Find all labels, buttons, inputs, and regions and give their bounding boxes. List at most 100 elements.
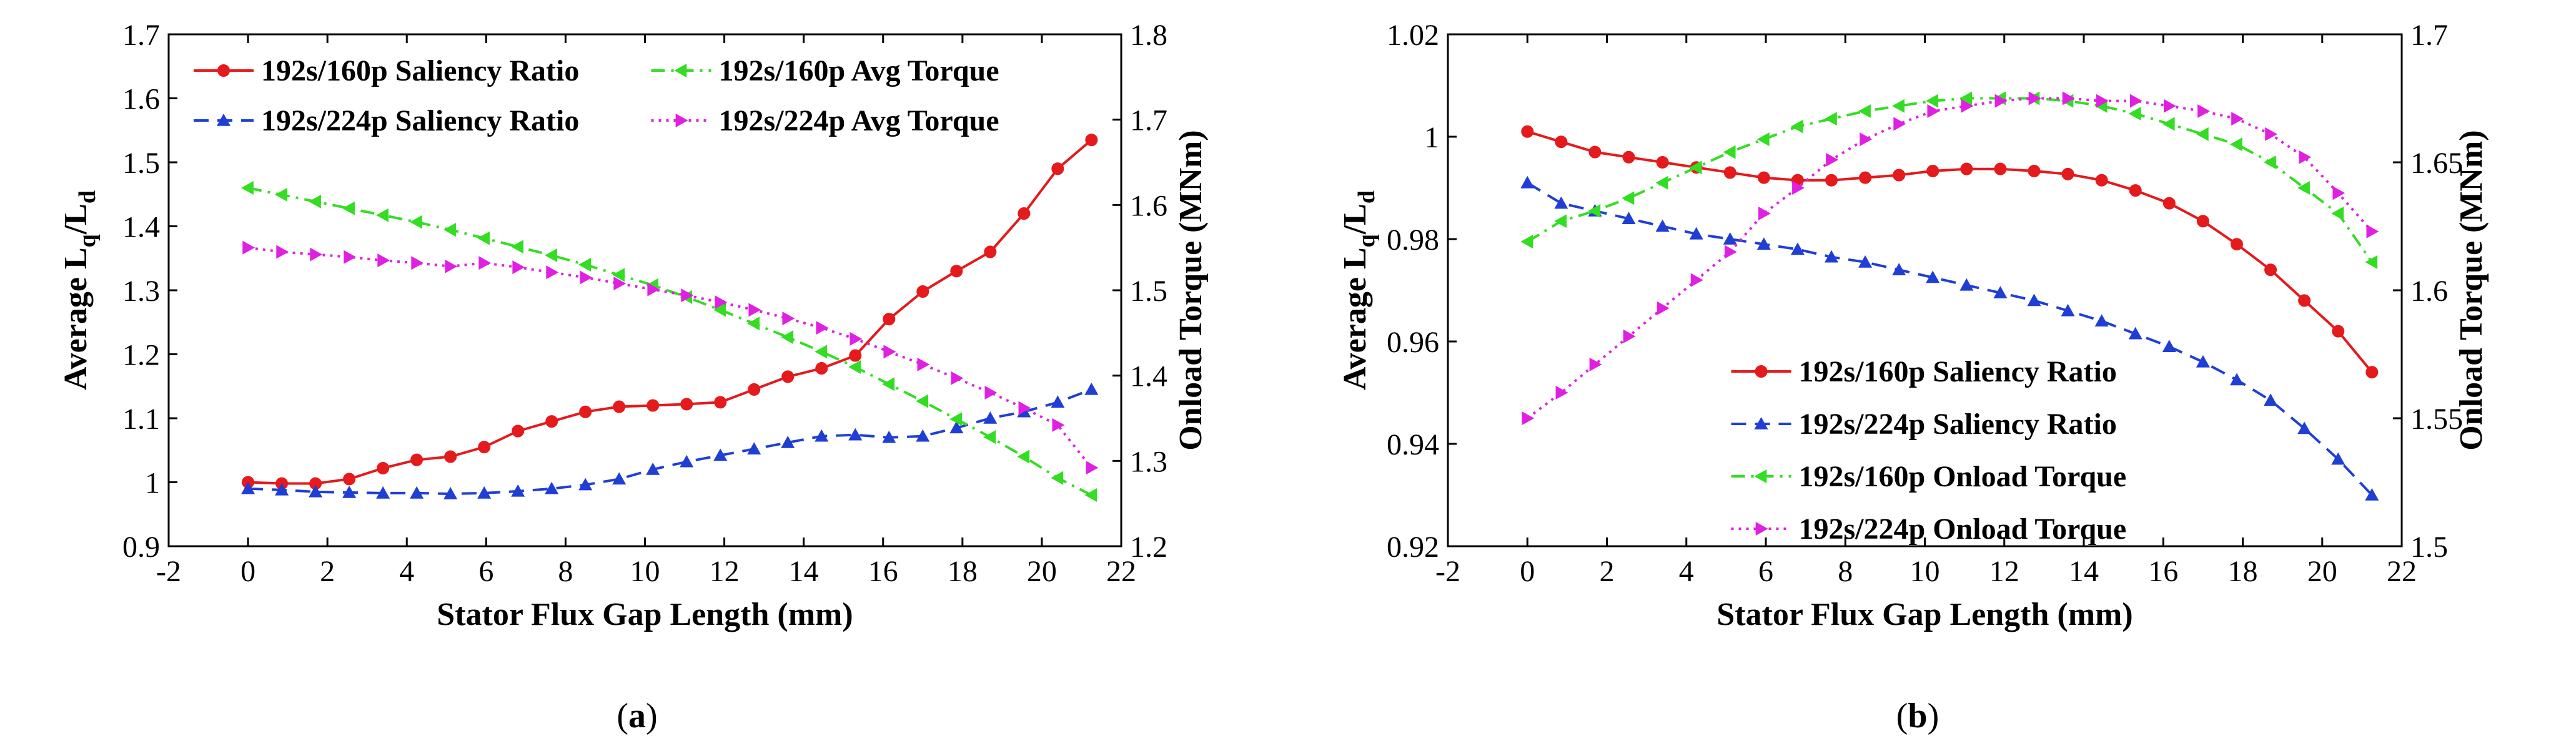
data-point-192s-224p-onload-torque (2163, 99, 2176, 113)
y-right-tick-label: 1.6 (2410, 275, 2448, 308)
y-left-label-sub1: q (1354, 234, 1380, 247)
data-point-192s-160p-saliency-ratio (1018, 207, 1031, 220)
data-point-192s-224p-saliency-ratio (241, 481, 255, 494)
data-point-192s-160p-avg-torque (815, 345, 828, 359)
series-line-192s-224p-saliency-ratio (1527, 182, 2373, 496)
data-point-192s-160p-onload-torque (1689, 160, 1702, 175)
data-point-192s-224p-saliency-ratio (2061, 303, 2075, 317)
y-right-tick-label: 1.6 (1130, 189, 1167, 222)
data-point-192s-160p-saliency-ratio (444, 450, 457, 463)
data-point-192s-160p-saliency-ratio (2230, 238, 2243, 251)
legend-marker-192s-224p-onload-torque (1755, 522, 1768, 536)
data-point-192s-224p-saliency-ratio (578, 478, 593, 491)
chart-panel-b: -2 0 2 4 6 8 10 12 14 16 18 20 22 0.92 0.94 0.96 0.98 1 1.… (1337, 19, 2489, 632)
data-point-192s-224p-onload-torque (1927, 104, 1940, 118)
y-left-tick-label: 1 (1424, 121, 1439, 154)
data-point-192s-224p-avg-torque (1018, 401, 1031, 415)
data-point-192s-160p-onload-torque (1892, 99, 1905, 113)
legend: 192s/160p Saliency Ratio 192s/224p Salien… (1731, 355, 2126, 546)
x-tick-label: 10 (1910, 555, 1940, 588)
x-axis-label: Stator Flux Gap Length (mm) (437, 597, 853, 632)
data-point-192s-224p-saliency-ratio (1756, 237, 1771, 250)
data-point-192s-160p-avg-torque (545, 248, 557, 262)
data-point-192s-224p-saliency-ratio (1084, 382, 1099, 395)
x-tick-label: 16 (2148, 555, 2178, 588)
x-tick-label: 12 (710, 555, 740, 588)
x-tick-label: 2 (320, 555, 335, 588)
y-right-tick-label: 1.5 (1130, 275, 1167, 308)
data-point-192s-224p-onload-torque (2332, 186, 2346, 200)
data-point-192s-224p-avg-torque (1052, 418, 1065, 432)
y-left-label-mid: /L (1337, 204, 1373, 235)
panel-label-b: (b) (1896, 697, 1939, 735)
y-left-tick-label: 0.92 (1387, 531, 1439, 564)
data-point-192s-224p-avg-torque (411, 256, 424, 270)
data-point-192s-224p-saliency-ratio (848, 428, 863, 441)
data-point-192s-160p-onload-torque (1655, 175, 1668, 190)
x-tick-label: 8 (1838, 555, 1853, 588)
data-point-192s-224p-onload-torque (1657, 301, 1670, 315)
x-tick-label: 0 (240, 555, 255, 588)
data-point-192s-224p-avg-torque (850, 331, 863, 346)
data-point-192s-160p-saliency-ratio (1960, 162, 1973, 175)
data-point-192s-224p-onload-torque (1961, 99, 1974, 113)
data-point-192s-160p-saliency-ratio (2298, 294, 2311, 307)
data-point-192s-160p-onload-torque (1858, 104, 1871, 118)
data-point-192s-224p-avg-torque (580, 270, 593, 285)
data-point-192s-224p-saliency-ratio (1959, 278, 1974, 291)
data-point-192s-160p-avg-torque (309, 194, 321, 209)
x-tick-label: 18 (948, 555, 978, 588)
data-point-192s-160p-onload-torque (1756, 132, 1770, 147)
data-point-192s-160p-onload-torque (2128, 107, 2141, 121)
legend-label-192s-224p-avg-torque: 192s/224p Avg Torque (719, 104, 999, 137)
series-192s-224p-saliency-ratio (241, 382, 1099, 499)
data-point-192s-224p-onload-torque (1893, 117, 1906, 131)
y-left-label-sub1: q (74, 234, 101, 247)
series-192s-160p-saliency-ratio (242, 134, 1098, 490)
y-right-tick-label: 1.4 (1130, 360, 1167, 393)
series-192s-224p-saliency-ratio (1520, 175, 2379, 501)
data-point-192s-224p-saliency-ratio (2229, 373, 2244, 386)
series-line-192s-224p-onload-torque (1527, 97, 2373, 420)
y-right-tick-label: 1.7 (2410, 19, 2448, 52)
data-point-192s-160p-onload-torque (1959, 91, 1973, 106)
data-point-192s-160p-saliency-ratio (1085, 134, 1098, 147)
series-line-192s-160p-onload-torque (1527, 97, 2373, 263)
x-axis-label: Stator Flux Gap Length (mm) (1717, 597, 2133, 632)
x-tick-label: 22 (2387, 555, 2417, 588)
data-point-192s-160p-saliency-ratio (2332, 325, 2345, 338)
data-point-192s-224p-saliency-ratio (916, 429, 930, 442)
data-point-192s-224p-saliency-ratio (443, 486, 458, 499)
data-point-192s-224p-onload-torque (1792, 181, 1805, 195)
data-point-192s-224p-onload-torque (1758, 207, 1771, 220)
x-tick-label: 4 (399, 555, 414, 588)
data-point-192s-224p-avg-torque (984, 386, 998, 400)
data-point-192s-160p-onload-torque (2264, 155, 2276, 169)
data-point-192s-224p-saliency-ratio (747, 442, 761, 454)
x-tick-label: 14 (789, 555, 819, 588)
legend-label-192s-160p-avg-torque: 192s/160p Avg Torque (719, 54, 999, 87)
data-point-192s-160p-saliency-ratio (2129, 184, 2142, 197)
x-tick-label: 14 (2069, 555, 2099, 588)
data-point-192s-160p-avg-torque (949, 412, 963, 426)
data-point-192s-160p-saliency-ratio (613, 400, 626, 413)
series-192s-160p-saliency-ratio (1521, 125, 2379, 379)
y-right-tick-label: 1.8 (1130, 19, 1167, 52)
data-point-192s-160p-avg-torque (477, 231, 490, 245)
data-point-192s-160p-onload-torque (2229, 137, 2242, 152)
data-point-192s-224p-saliency-ratio (1790, 242, 1805, 255)
x-tick-label: 16 (868, 555, 898, 588)
data-point-192s-224p-onload-torque (2197, 104, 2210, 118)
data-point-192s-160p-avg-torque (882, 377, 895, 391)
data-point-192s-224p-avg-torque (951, 371, 964, 385)
data-point-192s-224p-saliency-ratio (477, 486, 492, 499)
data-point-192s-224p-onload-torque (1589, 357, 1602, 371)
y-left-tick-label: 0.96 (1387, 326, 1439, 359)
data-point-192s-160p-saliency-ratio (916, 285, 929, 298)
legend-marker-192s-224p-saliency-ratio (1754, 417, 1768, 429)
data-point-192s-224p-avg-torque (782, 312, 795, 326)
data-point-192s-160p-avg-torque (1051, 471, 1064, 485)
data-point-192s-160p-onload-torque (2331, 207, 2344, 220)
data-point-192s-160p-onload-torque (1520, 235, 1533, 249)
